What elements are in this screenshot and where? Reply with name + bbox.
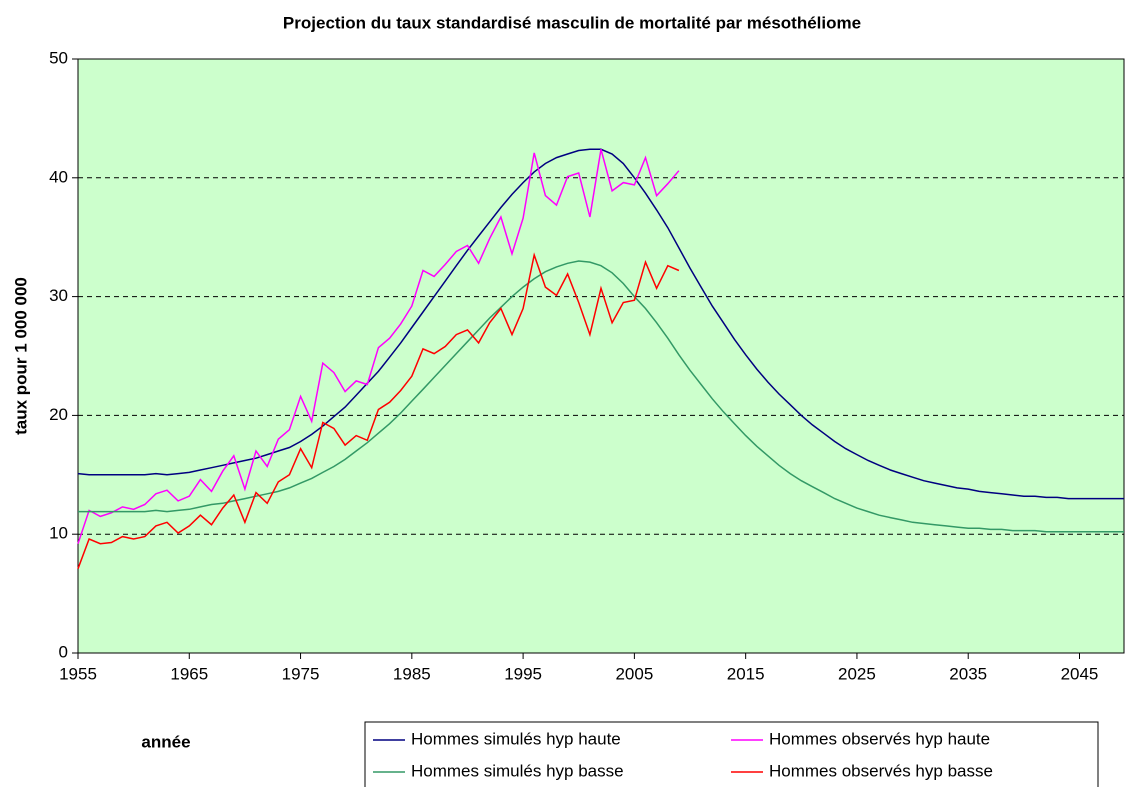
- legend-label: Hommes observés hyp basse: [769, 761, 993, 780]
- x-tick-label: 2035: [949, 664, 987, 683]
- plot-border: [77, 58, 1125, 654]
- legend-box: [364, 721, 1099, 787]
- y-tick-label: 40: [49, 167, 68, 186]
- x-tick-label: 1975: [282, 664, 320, 683]
- chart-title: Projection du taux standardisé masculin …: [283, 13, 861, 32]
- y-axis-label: taux pour 1 000 000: [11, 277, 30, 435]
- x-tick-label: 2045: [1061, 664, 1099, 683]
- x-tick-label: 1985: [393, 664, 431, 683]
- x-tick-label: 2005: [615, 664, 653, 683]
- x-tick-label: 1965: [170, 664, 208, 683]
- y-tick-label: 30: [49, 286, 68, 305]
- series-line: [77, 149, 680, 544]
- legend-label: Hommes simulés hyp basse: [411, 761, 624, 780]
- plot-area: [78, 59, 1124, 653]
- legend-label: Hommes simulés hyp haute: [411, 729, 621, 748]
- y-tick-label: 10: [49, 524, 68, 543]
- y-tick-label: 0: [59, 642, 68, 661]
- y-tick-label: 20: [49, 405, 68, 424]
- x-tick-label: 2025: [838, 664, 876, 683]
- legend-label: Hommes observés hyp haute: [769, 729, 990, 748]
- series-line: [78, 260, 1124, 533]
- x-tick-label: 1995: [504, 664, 542, 683]
- y-tick-label: 50: [49, 48, 68, 67]
- x-tick-label: 2015: [727, 664, 765, 683]
- series-line: [77, 252, 680, 569]
- x-tick-label: 1955: [59, 664, 97, 683]
- x-axis-label: année: [141, 732, 190, 751]
